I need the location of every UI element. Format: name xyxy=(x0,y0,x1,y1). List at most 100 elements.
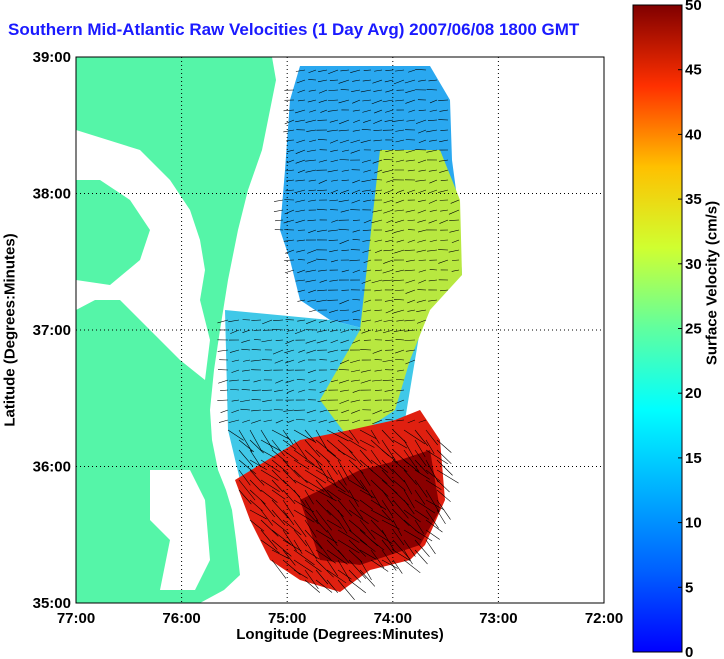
velocity-arrow xyxy=(273,409,284,411)
velocity-arrow xyxy=(319,379,328,383)
sound xyxy=(150,470,210,590)
velocity-arrow xyxy=(427,249,438,252)
velocity-arrow xyxy=(341,249,350,251)
velocity-arrow xyxy=(381,489,394,507)
velocity-arrow xyxy=(315,429,329,452)
velocity-arrow xyxy=(326,529,338,546)
velocity-arrow xyxy=(293,429,315,442)
velocity-arrow xyxy=(337,469,347,486)
velocity-arrow xyxy=(374,69,383,72)
velocity-arrow xyxy=(348,529,368,546)
velocity-arrow xyxy=(429,139,438,142)
velocity-arrow xyxy=(350,149,361,154)
velocity-arrow xyxy=(251,419,262,424)
velocity-arrow xyxy=(271,499,289,519)
velocity-arrow xyxy=(220,389,229,391)
velocity-arrow xyxy=(306,349,317,354)
velocity-arrow xyxy=(315,479,334,499)
velocity-arrow xyxy=(385,419,394,421)
velocity-arrow xyxy=(295,69,306,72)
velocity-arrow xyxy=(404,319,416,322)
velocity-arrow xyxy=(304,439,321,458)
y-tick-label: 39:00 xyxy=(33,49,71,66)
velocity-arrow xyxy=(294,189,306,194)
velocity-arrow xyxy=(339,139,350,144)
velocity-arrow xyxy=(348,429,360,444)
velocity-arrow xyxy=(385,229,394,232)
velocity-arrow xyxy=(436,449,452,464)
velocity-arrow xyxy=(241,339,251,343)
velocity-arrow xyxy=(326,469,338,488)
velocity-arrow xyxy=(315,579,333,593)
velocity-arrow xyxy=(326,429,349,442)
x-tick-label: 77:00 xyxy=(57,610,95,627)
velocity-arrow xyxy=(385,89,394,93)
axes-frame xyxy=(75,56,605,604)
velocity-arrow xyxy=(451,269,460,272)
velocity-arrow xyxy=(274,229,284,231)
velocity-arrow xyxy=(228,419,240,423)
velocity-arrow xyxy=(315,559,334,578)
velocity-arrow xyxy=(414,549,428,565)
velocity-arrow xyxy=(418,269,427,273)
x-axis-label: Longitude (Degrees:Minutes) xyxy=(236,626,444,643)
velocity-arrow xyxy=(383,159,394,161)
velocity-arrow xyxy=(242,419,251,423)
velocity-arrow xyxy=(304,469,327,484)
velocity-arrow xyxy=(426,129,438,133)
velocity-arrow xyxy=(318,319,328,323)
velocity-arrow xyxy=(415,119,427,124)
colorbar-tick-label: 50 xyxy=(685,0,702,14)
velocity-arrow xyxy=(337,499,353,517)
velocity-arrow xyxy=(359,459,374,472)
velocity-arrow xyxy=(374,369,383,372)
velocity-arrow xyxy=(373,119,383,124)
velocity-arrow xyxy=(381,449,399,464)
velocity-arrow xyxy=(359,569,376,587)
velocity-arrow xyxy=(271,449,289,464)
velocity-arrow xyxy=(238,449,253,467)
velocity-arrow xyxy=(395,349,405,354)
velocity-arrow xyxy=(361,189,372,192)
velocity-arrow xyxy=(272,349,284,355)
velocity-arrow xyxy=(407,219,416,222)
velocity-arrow xyxy=(308,199,317,202)
velocity-arrow xyxy=(381,529,395,551)
velocity-arrow xyxy=(227,429,244,441)
velocity-arrow xyxy=(385,69,394,71)
velocity-arrow xyxy=(352,339,361,344)
velocity-arrow xyxy=(327,349,339,353)
velocity-arrow xyxy=(404,329,416,332)
velocity-arrow xyxy=(350,399,361,403)
velocity-arrow xyxy=(231,359,240,362)
velocity-arrow xyxy=(328,239,339,241)
velocity-arrow xyxy=(352,129,361,132)
velocity-arrow xyxy=(337,509,352,532)
velocity-arrow xyxy=(348,569,362,583)
velocity-arrow xyxy=(285,189,295,192)
velocity-arrow xyxy=(307,369,317,374)
velocity-arrow xyxy=(370,519,387,536)
velocity-arrow xyxy=(331,219,339,223)
velocity-arrow xyxy=(370,479,389,497)
velocity-arrow xyxy=(352,299,361,301)
velocity-arrow xyxy=(349,259,361,262)
velocity-arrow xyxy=(315,529,338,544)
velocity-arrow xyxy=(407,189,416,194)
velocity-arrow xyxy=(352,319,361,321)
velocity-arrow xyxy=(260,469,279,481)
velocity-arrow xyxy=(373,89,383,92)
velocity-arrow xyxy=(348,539,367,557)
velocity-arrow xyxy=(363,269,372,272)
velocity-arrow xyxy=(260,439,281,452)
velocity-arrow xyxy=(370,559,389,572)
velocity-arrow xyxy=(426,89,438,91)
velocity-arrow xyxy=(428,189,438,194)
velocity-arrow xyxy=(417,159,427,164)
velocity-arrow xyxy=(348,559,367,579)
x-tick-label: 72:00 xyxy=(585,610,623,627)
velocity-arrow xyxy=(363,199,372,202)
velocity-arrow xyxy=(384,119,394,122)
velocity-arrow xyxy=(284,349,295,354)
velocity-arrow xyxy=(416,299,427,303)
